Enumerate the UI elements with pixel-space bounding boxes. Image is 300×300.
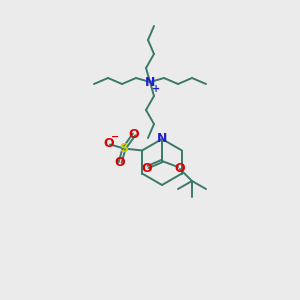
Text: S: S [120,142,129,155]
Text: O: O [104,137,114,150]
Text: O: O [115,156,125,169]
Text: −: − [111,131,119,142]
Text: +: + [152,84,160,94]
Text: O: O [129,128,140,141]
Text: N: N [145,76,155,88]
Text: N: N [157,133,167,146]
Text: O: O [142,163,152,176]
Text: O: O [175,163,185,176]
